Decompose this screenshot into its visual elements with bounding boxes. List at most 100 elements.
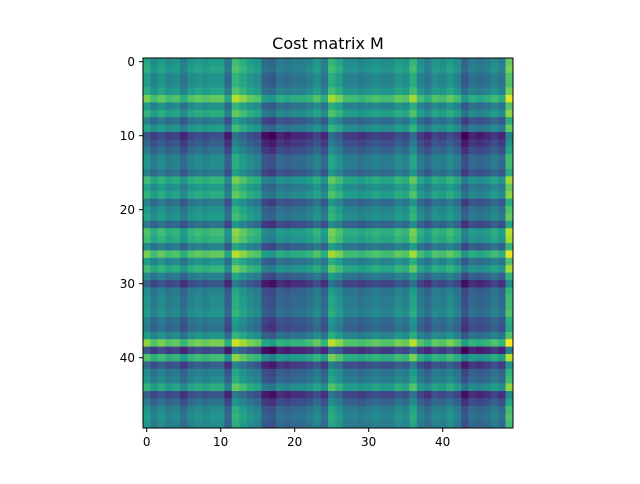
heatmap-cell <box>446 420 455 429</box>
heatmap-cell <box>483 391 492 399</box>
heatmap-cell <box>231 287 240 296</box>
heatmap-cell <box>254 309 262 318</box>
heatmap-cell <box>268 339 277 347</box>
heatmap-cell <box>402 272 410 281</box>
heatmap-cell <box>157 376 166 384</box>
heatmap-cell <box>291 139 299 148</box>
heatmap-cell <box>424 346 432 355</box>
heatmap-cell <box>268 413 277 421</box>
heatmap-cell <box>180 87 188 96</box>
heatmap-cell <box>446 213 455 222</box>
heatmap-cell <box>483 228 492 236</box>
heatmap-cell <box>268 191 277 199</box>
heatmap-cell <box>261 272 270 281</box>
heatmap-cell <box>379 109 388 118</box>
heatmap-cell <box>194 72 203 81</box>
heatmap-cell <box>305 117 314 125</box>
heatmap-cell <box>416 117 425 125</box>
heatmap-cell <box>276 361 284 370</box>
heatmap-cell <box>231 331 240 340</box>
heatmap-cell <box>305 287 314 296</box>
heatmap-cell <box>365 250 373 259</box>
heatmap-cell <box>298 139 307 148</box>
heatmap-cell <box>453 206 462 214</box>
heatmap-cell <box>468 413 477 421</box>
heatmap-cell <box>276 183 284 192</box>
heatmap-cell <box>268 294 277 303</box>
heatmap-cell <box>409 294 418 303</box>
heatmap-cell <box>416 391 425 399</box>
heatmap-cell <box>431 65 440 74</box>
heatmap-cell <box>505 102 514 111</box>
heatmap-cell <box>239 331 247 340</box>
heatmap-cell <box>439 250 447 259</box>
heatmap-cell <box>424 161 432 170</box>
heatmap-cell <box>505 58 514 66</box>
heatmap-cell <box>505 139 514 148</box>
heatmap-cell <box>394 102 403 111</box>
heatmap-cell <box>246 368 255 377</box>
heatmap-cell <box>209 161 218 170</box>
heatmap-cell <box>476 95 484 103</box>
heatmap-cell <box>187 146 196 155</box>
heatmap-cell <box>261 176 270 185</box>
heatmap-cell <box>453 302 462 310</box>
heatmap-cell <box>268 109 277 118</box>
heatmap-cell <box>202 391 210 399</box>
heatmap-cell <box>231 294 240 303</box>
heatmap-cell <box>365 206 373 214</box>
heatmap-cell <box>409 191 418 199</box>
heatmap-cell <box>180 176 188 185</box>
heatmap-cell <box>490 420 499 429</box>
heatmap-cell <box>394 413 403 421</box>
heatmap-cell <box>291 109 299 118</box>
heatmap-cell <box>490 235 499 244</box>
heatmap-cell <box>239 302 247 310</box>
heatmap-cell <box>239 161 247 170</box>
heatmap-cell <box>305 250 314 259</box>
heatmap-cell <box>409 331 418 340</box>
heatmap-cell <box>431 72 440 81</box>
heatmap-cell <box>209 139 218 148</box>
heatmap-cell <box>276 376 284 384</box>
heatmap-cell <box>217 420 225 429</box>
heatmap-cell <box>143 132 151 140</box>
heatmap-cell <box>468 280 477 288</box>
heatmap-cell <box>446 161 455 170</box>
heatmap-cell <box>379 287 388 296</box>
heatmap-cell <box>342 176 351 185</box>
heatmap-cell <box>180 361 188 370</box>
heatmap-cell <box>246 169 255 177</box>
heatmap-cell <box>187 317 196 325</box>
heatmap-cell <box>298 243 307 251</box>
heatmap-cell <box>379 154 388 162</box>
heatmap-cell <box>261 124 270 133</box>
heatmap-cell <box>180 420 188 429</box>
heatmap-cell <box>209 132 218 140</box>
heatmap-cell <box>143 72 151 81</box>
heatmap-cell <box>320 220 329 229</box>
heatmap-cell <box>254 213 262 222</box>
heatmap-cell <box>276 228 284 236</box>
heatmap-cell <box>143 250 151 259</box>
heatmap-cell <box>172 176 181 185</box>
heatmap-cell <box>239 206 247 214</box>
heatmap-cell <box>342 383 351 392</box>
heatmap-cell <box>416 302 425 310</box>
heatmap-cell <box>439 354 447 362</box>
heatmap-cell <box>490 317 499 325</box>
heatmap-cell <box>416 331 425 340</box>
heatmap-cell <box>365 235 373 244</box>
heatmap-cell <box>461 161 469 170</box>
heatmap-cell <box>365 376 373 384</box>
heatmap-cell <box>165 257 173 266</box>
heatmap-cell <box>283 139 292 148</box>
heatmap-cell <box>416 413 425 421</box>
heatmap-cell <box>209 80 218 88</box>
heatmap-cell <box>342 250 351 259</box>
heatmap-cell <box>439 391 447 399</box>
heatmap-cell <box>202 146 210 155</box>
heatmap-cell <box>446 228 455 236</box>
heatmap-cell <box>409 109 418 118</box>
heatmap-cell <box>172 257 181 266</box>
